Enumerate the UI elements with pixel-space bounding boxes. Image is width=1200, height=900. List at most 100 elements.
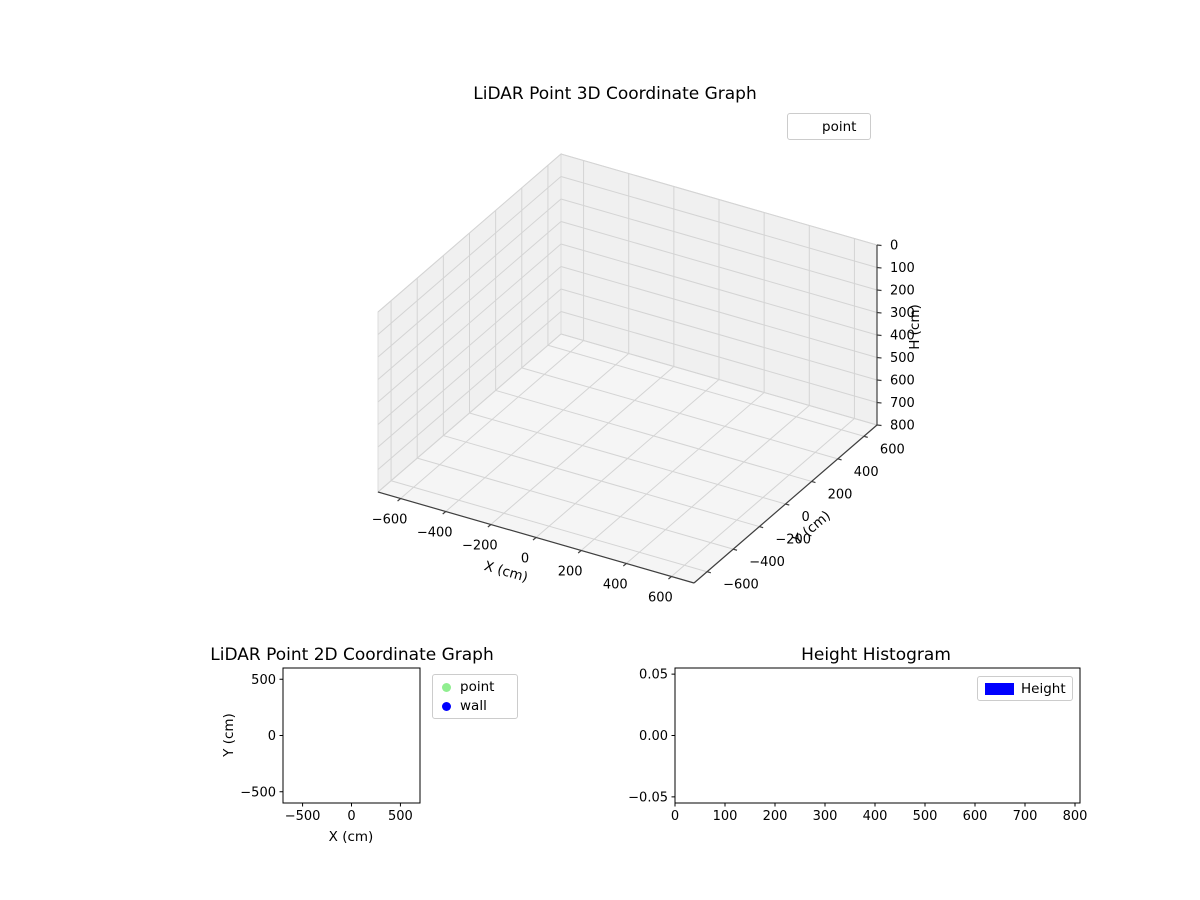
y-tick-label: −0.05 (628, 790, 668, 805)
tick-mark (876, 289, 882, 292)
x-tick-label: 500 (388, 809, 413, 824)
y-tick-label: −200 (775, 533, 811, 548)
z-tick-label: 300 (890, 306, 915, 321)
tick-mark (668, 576, 672, 580)
grid-line (377, 221, 562, 380)
grid-line (377, 198, 562, 358)
legend-label-point-3d: point (822, 118, 857, 135)
y-tick-label: −400 (749, 555, 785, 570)
grid-line (560, 243, 878, 336)
chart-3d-title: LiDAR Point 3D Coordinate Graph (473, 84, 757, 104)
x-tick-label: 400 (603, 578, 628, 593)
y-tick-label: −600 (723, 578, 759, 593)
grid-line (560, 266, 878, 358)
tick-mark (706, 571, 712, 574)
legend-item-point: point (433, 679, 517, 695)
x-tick-label: 100 (713, 809, 738, 824)
chart-3d-zlabel: H (cm) (907, 304, 923, 350)
y-tick-label: 200 (828, 487, 853, 502)
x-tick-label: −400 (417, 526, 453, 541)
x-tick-label: 0 (671, 809, 679, 824)
x-tick-label: 600 (963, 809, 988, 824)
axes-frame (282, 667, 421, 804)
legend-item-wall: wall (433, 698, 517, 714)
x-tick-label: 300 (813, 809, 838, 824)
z-tick-label: 700 (890, 396, 915, 411)
grid-line (560, 153, 878, 246)
point-marker-placeholder (788, 126, 822, 127)
tick-mark (785, 503, 790, 506)
hist-legend: Height (977, 676, 1073, 701)
tick-mark (577, 550, 582, 554)
grid-line (377, 333, 562, 493)
x-tick-label: −500 (285, 809, 321, 824)
tick-mark (876, 379, 882, 382)
x-tick-label: 0 (347, 809, 355, 824)
y-tick-label: 400 (854, 465, 879, 480)
tick-mark (876, 311, 882, 314)
tick-mark (876, 424, 882, 427)
grid-line (377, 266, 562, 425)
x-tick-label: 500 (913, 809, 938, 824)
height-patch-icon (985, 682, 1014, 695)
tick-mark (733, 548, 738, 551)
grid-line (417, 457, 734, 550)
y-tick-label: 600 (880, 442, 905, 457)
x-tick-label: 800 (1063, 809, 1088, 824)
grid-line (469, 412, 786, 505)
tick-mark (759, 525, 764, 529)
z-tick-label: 100 (890, 261, 915, 276)
x-tick-label: 200 (558, 565, 583, 580)
z-tick-label: 0 (890, 239, 898, 254)
grid-line (495, 389, 812, 482)
grid-line (560, 288, 878, 381)
y-tick-label: 500 (251, 673, 276, 688)
chart-2d-legend: point wall (432, 674, 518, 719)
tick-mark (397, 498, 401, 502)
chart-2d-title: LiDAR Point 2D Coordinate Graph (210, 645, 494, 665)
y-tick-label: −500 (240, 785, 276, 800)
grid-line (560, 311, 878, 403)
y-tick-label: 0.05 (639, 668, 668, 683)
grid-line (377, 176, 562, 335)
z-tick-label: 400 (890, 329, 915, 344)
chart-2d-xlabel: X (cm) (328, 829, 374, 845)
tick-mark (442, 511, 447, 515)
tick-mark (487, 524, 492, 528)
grid-line (521, 367, 838, 460)
x-tick-label: 0 (521, 552, 529, 567)
legend-label-height: Height (1021, 680, 1066, 697)
tick-mark (532, 537, 537, 541)
x-tick-label: −600 (372, 513, 408, 528)
grid-line (377, 153, 562, 313)
x-tick-label: −200 (462, 539, 498, 554)
hist-title: Height Histogram (801, 645, 951, 665)
tick-mark (876, 334, 882, 337)
wall-marker-icon (442, 701, 451, 711)
tick-mark (863, 435, 868, 438)
tick-mark (876, 266, 882, 269)
x-tick-label: 600 (648, 591, 673, 606)
y-tick-label: 0 (802, 510, 810, 525)
tick-mark (876, 244, 882, 247)
point-marker-icon (442, 682, 451, 692)
grid-line (377, 288, 562, 448)
grid-line (443, 435, 760, 528)
z-tick-label: 600 (890, 374, 915, 389)
z-tick-label: 800 (890, 419, 915, 434)
y-tick-label: 0.00 (639, 729, 668, 744)
tick-mark (622, 563, 627, 567)
grid-line (560, 176, 878, 268)
grid-line (560, 333, 878, 426)
grid-line (560, 221, 878, 313)
chart-3d-legend: point (787, 113, 871, 140)
legend-label-wall: wall (460, 698, 487, 714)
z-tick-label: 500 (890, 351, 915, 366)
grid-line (390, 480, 708, 573)
y-tick-label: 0 (268, 729, 276, 744)
z-tick-label: 200 (890, 284, 915, 299)
x-tick-label: 200 (763, 809, 788, 824)
tick-mark (876, 356, 882, 359)
tick-mark (876, 401, 882, 404)
